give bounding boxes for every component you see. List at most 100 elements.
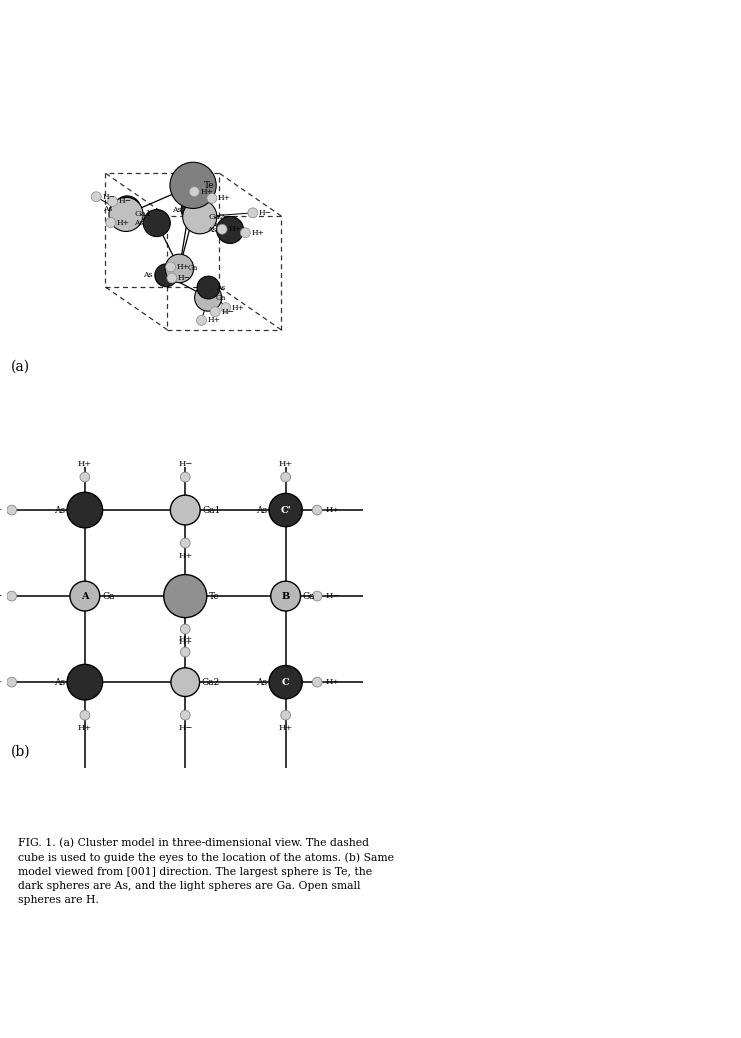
Text: (b): (b) xyxy=(11,745,30,759)
Ellipse shape xyxy=(109,197,143,231)
Text: H+: H+ xyxy=(279,723,293,732)
Text: Ga2: Ga2 xyxy=(202,678,220,687)
Ellipse shape xyxy=(247,208,258,218)
Ellipse shape xyxy=(281,472,290,482)
Text: H−: H− xyxy=(0,592,3,600)
Ellipse shape xyxy=(107,196,118,207)
Ellipse shape xyxy=(180,538,190,548)
Text: H+: H+ xyxy=(218,194,231,202)
Text: Ga1: Ga1 xyxy=(202,506,221,515)
Text: A: A xyxy=(81,592,89,601)
Ellipse shape xyxy=(155,264,178,286)
Text: H−: H− xyxy=(222,307,234,316)
Text: As: As xyxy=(172,206,181,214)
Text: As: As xyxy=(143,271,153,279)
Ellipse shape xyxy=(7,506,16,515)
Text: As: As xyxy=(53,506,64,515)
Text: H+: H+ xyxy=(326,678,340,686)
Ellipse shape xyxy=(269,493,302,526)
Text: Te: Te xyxy=(209,592,219,601)
Text: As: As xyxy=(53,678,64,687)
Ellipse shape xyxy=(7,677,16,687)
Text: As: As xyxy=(256,506,267,515)
Ellipse shape xyxy=(106,218,116,227)
Text: Te: Te xyxy=(204,181,214,190)
Text: H+: H+ xyxy=(178,635,193,644)
Ellipse shape xyxy=(167,273,177,283)
Text: H+: H+ xyxy=(326,507,340,514)
Text: Ga: Ga xyxy=(187,265,198,272)
Text: As: As xyxy=(256,678,267,687)
Text: Ga2: Ga2 xyxy=(209,213,225,221)
Text: H+: H+ xyxy=(0,678,3,686)
Text: H−: H− xyxy=(178,461,193,468)
Text: As: As xyxy=(134,219,143,227)
Ellipse shape xyxy=(181,196,208,223)
Ellipse shape xyxy=(180,624,190,634)
Ellipse shape xyxy=(67,492,103,528)
Ellipse shape xyxy=(312,506,322,515)
Ellipse shape xyxy=(269,665,302,699)
Ellipse shape xyxy=(165,254,193,282)
Text: C': C' xyxy=(280,506,291,515)
Text: H+: H+ xyxy=(117,219,130,226)
Text: H+: H+ xyxy=(178,637,193,646)
Ellipse shape xyxy=(143,210,170,237)
Ellipse shape xyxy=(180,472,190,482)
Text: H−: H− xyxy=(119,197,132,206)
Text: As: As xyxy=(216,283,226,292)
Text: H+: H+ xyxy=(176,263,190,271)
Ellipse shape xyxy=(183,199,217,234)
Ellipse shape xyxy=(7,592,16,601)
Ellipse shape xyxy=(70,581,100,611)
Text: As: As xyxy=(207,226,216,234)
Ellipse shape xyxy=(270,581,301,611)
Text: Ga: Ga xyxy=(303,592,316,601)
Ellipse shape xyxy=(180,647,190,657)
Ellipse shape xyxy=(281,710,290,720)
Ellipse shape xyxy=(312,592,322,601)
Ellipse shape xyxy=(190,187,199,196)
Ellipse shape xyxy=(166,262,176,272)
Text: H+: H+ xyxy=(279,461,293,468)
Text: H+: H+ xyxy=(228,225,241,234)
Ellipse shape xyxy=(312,677,322,687)
Ellipse shape xyxy=(195,284,222,311)
Text: H−: H− xyxy=(178,723,193,732)
Ellipse shape xyxy=(196,316,207,325)
Ellipse shape xyxy=(80,710,90,720)
Text: H+: H+ xyxy=(78,723,92,732)
Text: Ga: Ga xyxy=(102,592,115,601)
Text: H+: H+ xyxy=(178,551,193,559)
Text: H+: H+ xyxy=(251,228,265,237)
Text: H+: H+ xyxy=(200,188,213,195)
Text: Ga: Ga xyxy=(216,294,227,302)
Text: B: B xyxy=(282,592,290,601)
Ellipse shape xyxy=(217,224,227,235)
Ellipse shape xyxy=(240,227,250,238)
Text: FIG. 1. (a) Cluster model in three-dimensional view. The dashed
cube is used to : FIG. 1. (a) Cluster model in three-dimen… xyxy=(18,838,394,904)
Text: Ga1: Ga1 xyxy=(135,211,152,218)
Ellipse shape xyxy=(91,192,102,201)
Ellipse shape xyxy=(80,472,90,482)
Text: C: C xyxy=(282,678,290,687)
Text: (a): (a) xyxy=(11,359,30,374)
Text: H+: H+ xyxy=(207,317,221,324)
Ellipse shape xyxy=(171,667,199,696)
Ellipse shape xyxy=(197,276,220,299)
Text: As: As xyxy=(103,206,112,214)
Ellipse shape xyxy=(210,307,220,317)
Text: H+: H+ xyxy=(0,507,3,514)
Ellipse shape xyxy=(113,196,141,223)
Text: H−: H− xyxy=(102,193,116,200)
Text: H+: H+ xyxy=(232,304,245,311)
Text: H−: H− xyxy=(259,209,272,217)
Ellipse shape xyxy=(221,303,230,312)
Ellipse shape xyxy=(67,664,103,700)
Ellipse shape xyxy=(170,162,216,209)
Ellipse shape xyxy=(164,575,207,618)
Ellipse shape xyxy=(170,495,200,525)
Ellipse shape xyxy=(207,193,217,203)
Text: H+: H+ xyxy=(78,461,92,468)
Ellipse shape xyxy=(216,217,244,244)
